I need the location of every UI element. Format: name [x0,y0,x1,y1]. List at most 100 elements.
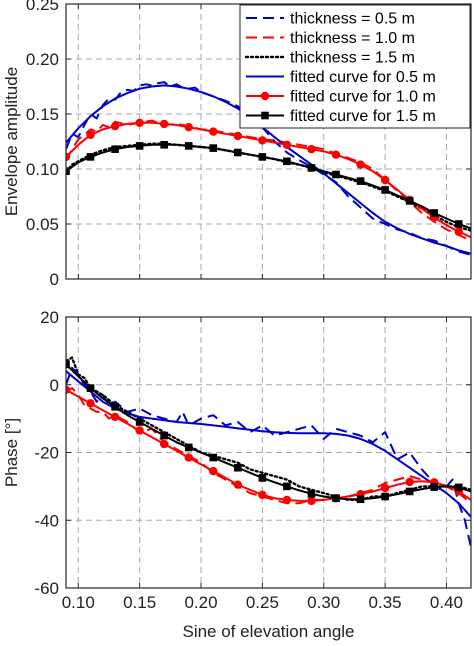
amplitude-marker-square [66,167,70,175]
phase-y-tick-label: -20 [34,444,59,463]
phase-marker-square [283,482,291,491]
legend-label-5: fitted curve for 1.5 m [290,108,436,125]
legend: thickness = 0.5 m thickness = 1.0 m thickn… [239,4,471,129]
phase-series-5 [66,363,471,501]
amplitude-y-tick-label: 0.25 [26,0,59,14]
phase-marker-circle [209,466,218,476]
phase-y-tick-label: -60 [34,579,59,598]
phase-series [66,356,471,548]
phase-marker-circle [135,426,144,435]
amplitude-y-tick-label: 0.10 [26,160,59,179]
phase-marker-circle [159,439,169,449]
amplitude-marker-square [86,153,95,161]
amplitude-marker-circle [331,150,341,159]
amplitude-marker-square [356,177,365,185]
phase-ticks: 0.10 0.15 0.20 0.25 0.30 0.35 0.40 -60 -40 -20 0 20 [34,308,471,612]
phase-y-tick-label: 0 [50,376,59,395]
amplitude-marker-circle [380,175,390,185]
amplitude-marker-square [209,144,218,152]
amplitude-marker-square [184,142,193,150]
phase-y-tick-label: 20 [40,308,59,327]
amplitude-marker-square [381,186,389,194]
legend-box [239,4,471,129]
legend-label-3: fitted curve for 0.5 m [290,69,436,86]
legend-marker-square [261,111,269,120]
phase-marker-circle [282,495,292,505]
amplitude-marker-square [234,148,242,157]
phase-marker-circle [184,453,193,462]
amplitude-series [66,81,471,256]
phase-x-tick-label: 0.35 [369,593,402,612]
phase-x-tick-label: 0.20 [184,593,217,612]
amplitude-marker-circle [135,118,144,128]
amplitude-marker-circle [258,136,267,145]
amplitude-marker-circle [454,227,463,236]
phase-marker-circle [110,412,120,422]
phase-marker-square [307,490,316,498]
amplitude-marker-square [405,197,414,205]
phase-marker-circle [86,399,95,408]
legend-label-4: fitted curve for 1.0 m [290,89,436,106]
phase-series-3 [66,370,471,518]
legend-label-2: thickness = 1.5 m [290,50,415,67]
phase-marker-square [430,483,438,491]
amplitude-y-tick-label: 0.15 [26,105,59,124]
amplitude-marker-circle [282,140,292,149]
legend-marker-circle [260,91,270,101]
amplitude-marker-circle [356,160,365,169]
amplitude-y-tick-label: 0.20 [26,50,59,69]
phase-x-tick-label: 0.40 [430,593,463,612]
phase-panel: 0.10 0.15 0.20 0.25 0.30 0.35 0.40 -60 -40 -20 0 20… [2,308,472,641]
amplitude-marker-square [332,170,340,179]
phase-marker-circle [258,490,267,500]
phase-marker-square [209,453,218,462]
amplitude-marker-square [111,145,119,153]
amplitude-series-1 [66,119,471,242]
amplitude-marker-circle [209,127,218,136]
amplitude-y-tick-label: 0 [50,270,59,289]
phase-marker-square [184,443,193,452]
phase-marker-circle [307,496,316,506]
amplitude-series-4 [66,121,471,239]
phase-marker-square [258,474,267,482]
phase-marker-circle [66,385,71,395]
amplitude-marker-square [258,153,267,161]
phase-marker-square [405,487,414,496]
amplitude-marker-circle [66,152,71,162]
amplitude-ticks: 0 0.05 0.10 0.15 0.20 0.25 [26,0,471,289]
phase-marker-circle [380,483,390,493]
amplitude-marker-circle [307,145,316,154]
amplitude-y-tick-label: 0.05 [26,215,59,234]
phase-marker-square [332,494,340,503]
phase-marker-square [86,384,95,392]
amplitude-marker-square [160,141,168,149]
phase-marker-circle [233,480,243,489]
phase-x-tick-label: 0.30 [307,593,340,612]
phase-series-0 [66,366,471,548]
amplitude-panel: 0 0.05 0.10 0.15 0.20 0.25 Envelope amplitude… [2,0,472,289]
phase-y-tick-label: -40 [34,511,59,530]
phase-series-1 [66,387,471,505]
amplitude-marker-circle [110,121,120,131]
phase-x-axis-label: Sine of elevation angle [182,622,354,641]
phase-x-tick-label: 0.15 [123,593,156,612]
amplitude-marker-circle [159,119,169,129]
amplitude-series-2 [66,142,471,232]
phase-marker-square [234,463,242,472]
phase-marker-square [135,418,144,426]
phase-y-axis-label: Phase [°] [2,418,21,487]
amplitude-marker-square [454,220,463,228]
phase-marker-square [454,483,463,492]
amplitude-y-axis-label: Envelope amplitude [2,67,21,216]
amplitude-marker-square [135,142,144,150]
amplitude-marker-square [283,157,291,166]
phase-marker-square [160,431,168,440]
phase-series-4 [66,388,471,502]
amplitude-series-5 [66,143,471,230]
legend-label-1: thickness = 1.0 m [290,30,415,47]
amplitude-series-3 [66,84,471,255]
phase-marker-square [66,360,70,369]
amplitude-axes-frame [65,3,472,280]
amplitude-marker-circle [184,123,193,132]
